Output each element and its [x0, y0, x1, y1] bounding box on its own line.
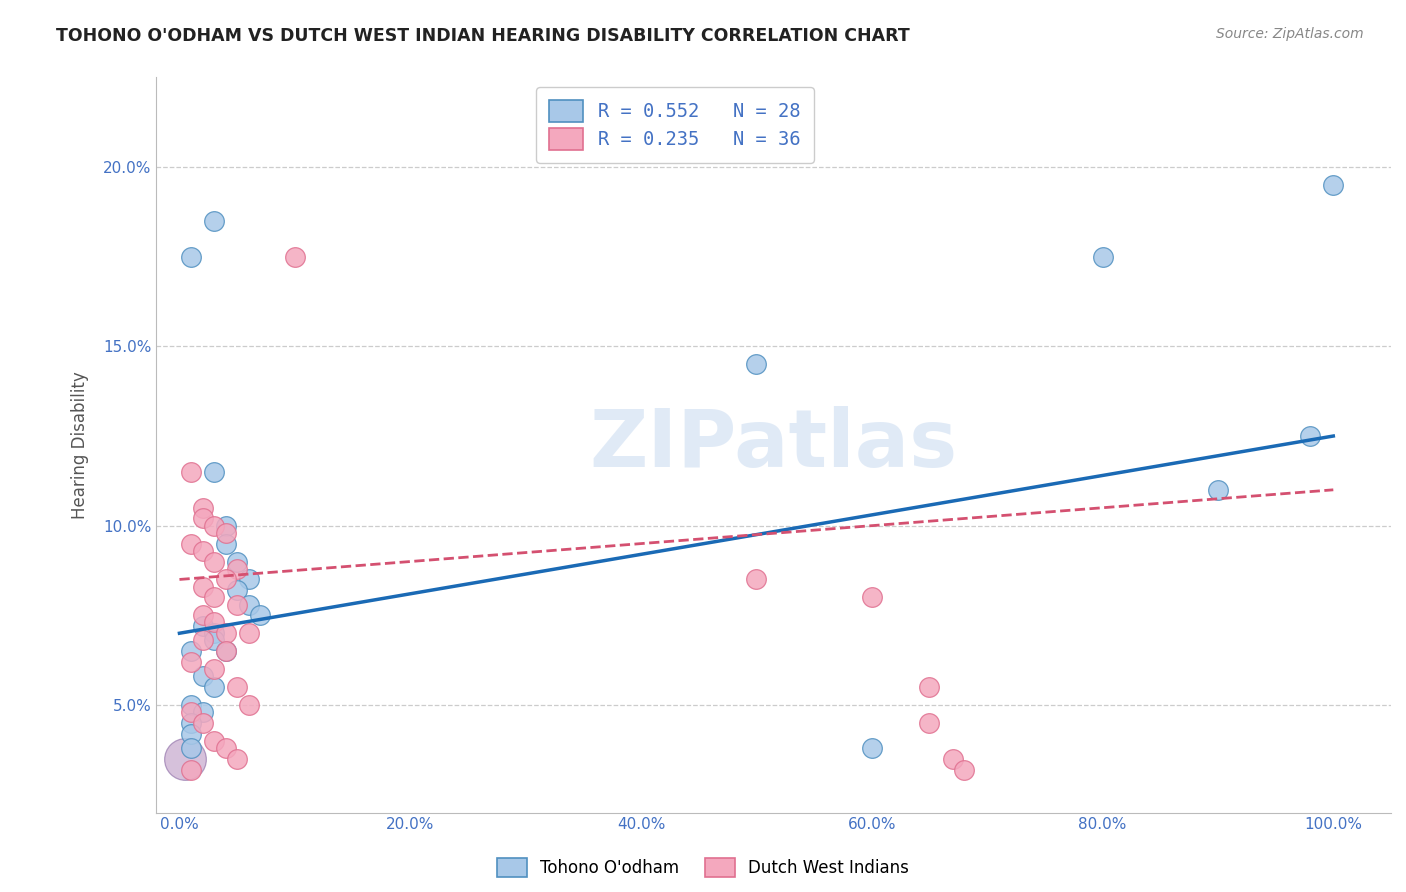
Point — [180, 705, 202, 719]
Point — [214, 626, 236, 640]
Point — [1206, 483, 1229, 497]
Point — [191, 715, 214, 730]
Legend: Tohono O'odham, Dutch West Indians: Tohono O'odham, Dutch West Indians — [491, 851, 915, 884]
Point — [180, 741, 202, 756]
Point — [180, 715, 202, 730]
Point — [202, 465, 225, 479]
Point — [745, 357, 768, 371]
Point — [214, 573, 236, 587]
Point — [191, 619, 214, 633]
Point — [238, 626, 260, 640]
Point — [191, 633, 214, 648]
Point — [238, 598, 260, 612]
Point — [226, 680, 249, 694]
Point — [941, 752, 963, 766]
Point — [180, 763, 202, 777]
Point — [918, 680, 941, 694]
Point — [214, 536, 236, 550]
Text: ZIPatlas: ZIPatlas — [589, 406, 957, 484]
Point — [180, 644, 202, 658]
Legend: R = 0.552   N = 28, R = 0.235   N = 36: R = 0.552 N = 28, R = 0.235 N = 36 — [536, 87, 814, 163]
Point — [202, 555, 225, 569]
Point — [226, 598, 249, 612]
Point — [214, 525, 236, 540]
Point — [202, 626, 225, 640]
Point — [202, 633, 225, 648]
Point — [191, 500, 214, 515]
Point — [214, 644, 236, 658]
Text: TOHONO O'ODHAM VS DUTCH WEST INDIAN HEARING DISABILITY CORRELATION CHART: TOHONO O'ODHAM VS DUTCH WEST INDIAN HEAR… — [56, 27, 910, 45]
Point — [860, 741, 883, 756]
Point — [214, 741, 236, 756]
Point — [238, 573, 260, 587]
Point — [1091, 250, 1114, 264]
Point — [180, 536, 202, 550]
Point — [214, 518, 236, 533]
Point — [202, 615, 225, 630]
Point — [226, 555, 249, 569]
Point — [249, 608, 271, 623]
Point — [953, 763, 976, 777]
Point — [202, 214, 225, 228]
Point — [745, 573, 768, 587]
Point — [180, 250, 202, 264]
Point — [191, 608, 214, 623]
Point — [918, 715, 941, 730]
Point — [180, 465, 202, 479]
Point — [238, 698, 260, 712]
Point — [202, 591, 225, 605]
Point — [202, 518, 225, 533]
Point — [284, 250, 307, 264]
Point — [191, 543, 214, 558]
Point — [214, 644, 236, 658]
Point — [226, 752, 249, 766]
Point — [1299, 429, 1322, 443]
Point — [202, 662, 225, 676]
Point — [191, 669, 214, 683]
Point — [860, 591, 883, 605]
Text: Source: ZipAtlas.com: Source: ZipAtlas.com — [1216, 27, 1364, 41]
Point — [191, 705, 214, 719]
Point — [191, 511, 214, 525]
Point — [180, 726, 202, 740]
Point — [1322, 178, 1344, 192]
Point — [226, 562, 249, 576]
Point — [174, 752, 197, 766]
Point — [202, 680, 225, 694]
Point — [226, 583, 249, 598]
Point — [202, 734, 225, 748]
Y-axis label: Hearing Disability: Hearing Disability — [72, 371, 89, 519]
Point — [191, 580, 214, 594]
Point — [180, 655, 202, 669]
Point — [180, 698, 202, 712]
